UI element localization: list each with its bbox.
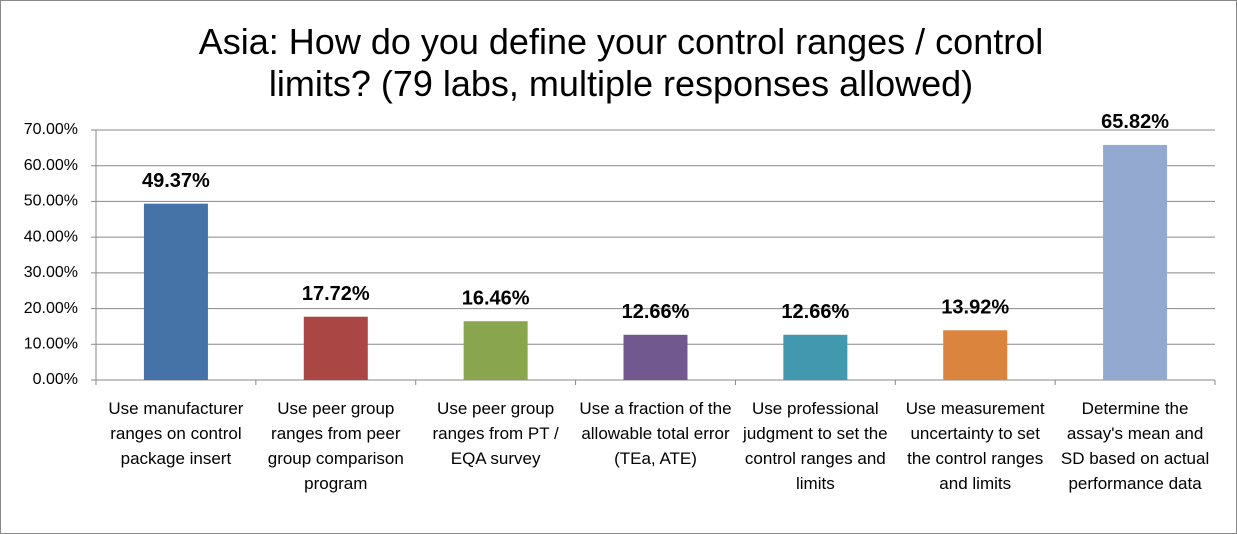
bar — [1103, 144, 1168, 380]
value-label: 49.37% — [142, 170, 210, 192]
x-tick-label: Use manufacturer ranges on control packa… — [108, 399, 244, 468]
value-label: 65.82% — [1101, 111, 1169, 133]
x-tick-label: Use a fraction of the allowable total er… — [579, 399, 732, 468]
bar — [783, 334, 848, 380]
x-tick-label: Use peer group ranges from PT / EQA surv… — [432, 399, 559, 468]
value-label: 17.72% — [302, 283, 370, 305]
value-label: 16.46% — [462, 287, 530, 309]
y-tick-label: 0.00% — [33, 371, 78, 388]
value-label: 12.66% — [622, 301, 690, 323]
x-tick-label: Use professional judgment to set the con… — [743, 399, 888, 493]
bar — [143, 203, 208, 380]
y-tick-label: 20.00% — [24, 300, 78, 317]
y-tick-label: 70.00% — [24, 121, 78, 138]
y-tick-label: 40.00% — [24, 228, 78, 245]
chart-title: Asia: How do you define your control ran… — [198, 21, 1044, 104]
bar — [303, 316, 368, 380]
bar — [623, 334, 688, 380]
y-tick-label: 10.00% — [24, 336, 78, 353]
x-tick-label: Use measurement uncertainty to set the c… — [905, 399, 1045, 493]
x-tick-label: Determine the assay's mean and SD based … — [1060, 399, 1210, 493]
y-tick-label: 60.00% — [24, 157, 78, 174]
bar — [463, 321, 528, 380]
value-label: 12.66% — [781, 301, 849, 323]
bar — [943, 330, 1008, 380]
y-tick-label: 30.00% — [24, 264, 78, 281]
x-tick-label: Use peer group ranges from peer group co… — [267, 399, 404, 493]
y-tick-label: 50.00% — [24, 193, 78, 210]
value-label: 13.92% — [941, 297, 1009, 319]
